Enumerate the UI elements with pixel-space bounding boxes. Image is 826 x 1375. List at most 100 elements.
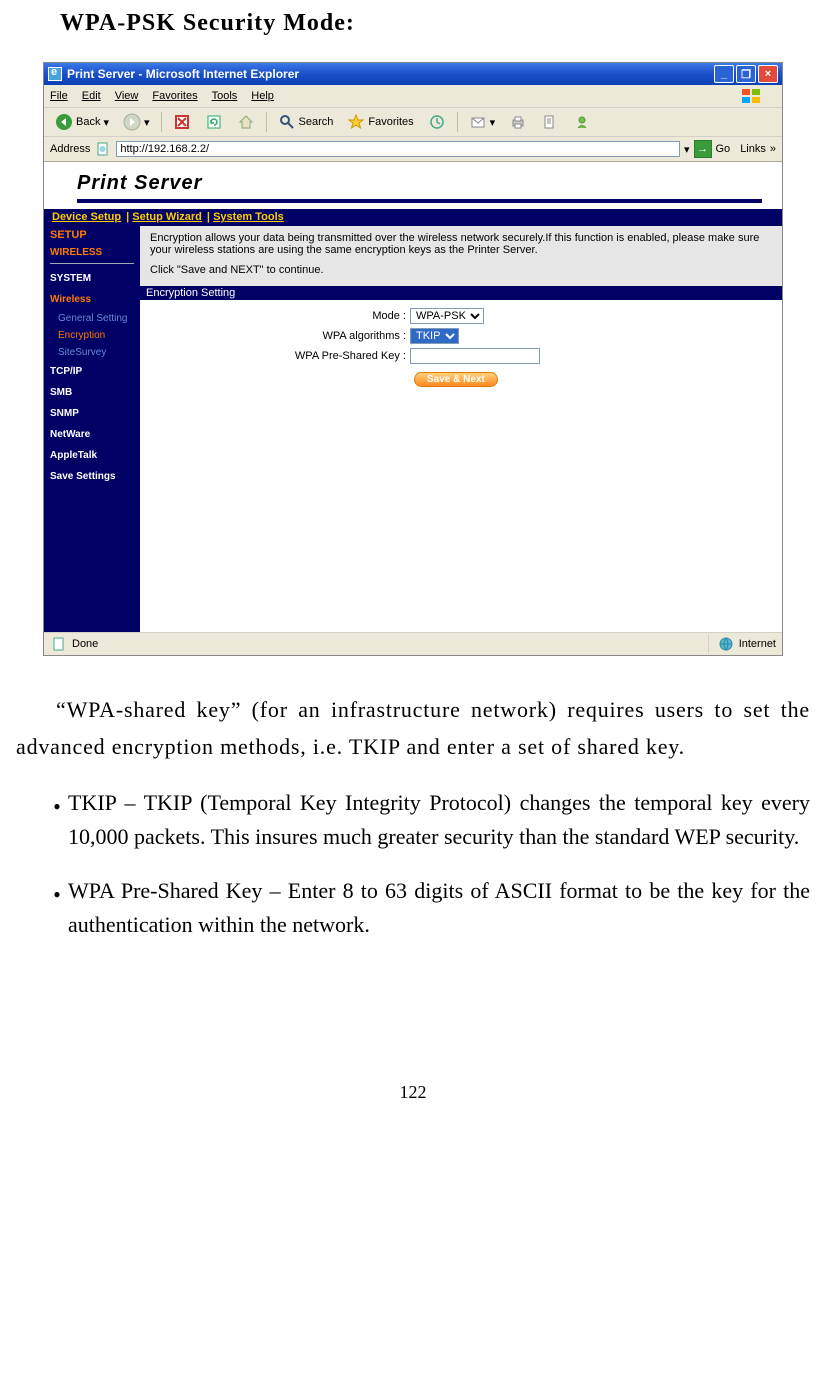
history-icon <box>428 113 446 131</box>
page-icon <box>94 140 112 158</box>
messenger-icon <box>573 113 591 131</box>
sidebar-wireless-encryption[interactable]: Encryption <box>44 327 140 344</box>
forward-icon <box>123 113 141 131</box>
menu-view[interactable]: View <box>115 90 139 102</box>
nav-toolbar: Back ▾ ▾ Search Favorites ▾ <box>44 108 782 137</box>
ps-description: Encryption allows your data being transm… <box>140 226 782 286</box>
favorites-button[interactable]: Favorites <box>342 111 418 133</box>
ie-icon <box>48 67 62 81</box>
page-number: 122 <box>10 1082 816 1103</box>
mail-dropdown-icon: ▾ <box>490 116 496 129</box>
forward-dropdown-icon: ▾ <box>144 116 150 129</box>
forward-button[interactable]: ▾ <box>118 111 155 133</box>
print-server-title: Print Server <box>77 172 762 195</box>
edit-icon <box>541 113 559 131</box>
zone-icon <box>717 635 735 653</box>
sidebar-appletalk[interactable]: AppleTalk <box>44 445 140 466</box>
address-dropdown-icon[interactable]: ▾ <box>684 143 690 156</box>
address-input[interactable] <box>116 141 680 157</box>
encryption-setting-header: Encryption Setting <box>140 286 782 300</box>
search-button[interactable]: Search <box>273 111 339 133</box>
titlebar: Print Server - Microsoft Internet Explor… <box>44 63 782 85</box>
bullet-dot: • <box>16 786 68 854</box>
sidebar-setup-sub: WIRELESS <box>44 244 140 261</box>
refresh-icon <box>205 113 223 131</box>
topnav-system-tools[interactable]: System Tools <box>213 211 284 223</box>
sidebar-tcpip[interactable]: TCP/IP <box>44 361 140 382</box>
windows-flag-icon <box>740 87 762 105</box>
minimize-button[interactable]: _ <box>714 65 734 83</box>
menu-help[interactable]: Help <box>251 90 274 102</box>
topnav-device-setup[interactable]: Device Setup <box>52 211 121 223</box>
menu-edit[interactable]: Edit <box>82 90 101 102</box>
links-label[interactable]: Links <box>740 143 766 155</box>
ps-sidebar: SETUP WIRELESS SYSTEM Wireless General S… <box>44 226 140 632</box>
sidebar-snmp[interactable]: SNMP <box>44 403 140 424</box>
desc-continue: Click "Save and NEXT" to continue. <box>150 264 772 276</box>
bullet-psk: • WPA Pre-Shared Key – Enter 8 to 63 dig… <box>16 874 810 942</box>
zone-label: Internet <box>739 638 776 650</box>
go-button[interactable]: → <box>694 140 712 158</box>
algo-label: WPA algorithms : <box>150 330 410 342</box>
print-button[interactable] <box>504 111 532 133</box>
address-bar: Address ▾ → Go Links » <box>44 137 782 162</box>
sidebar-setup: SETUP <box>44 226 140 244</box>
bullet-dot: • <box>16 874 68 942</box>
search-icon <box>278 113 296 131</box>
psk-label: WPA Pre-Shared Key : <box>150 350 410 362</box>
go-label: Go <box>716 143 731 155</box>
status-bar: Done Internet <box>44 632 782 655</box>
menubar: File Edit View Favorites Tools Help <box>44 85 782 108</box>
back-icon <box>55 113 73 131</box>
page-heading: WPA-PSK Security Mode: <box>60 10 816 37</box>
star-icon <box>347 113 365 131</box>
print-icon <box>509 113 527 131</box>
desc-text: Encryption allows your data being transm… <box>150 232 772 256</box>
edit-button[interactable] <box>536 111 564 133</box>
ps-header: Print Server <box>44 162 782 209</box>
bullet-tkip-text: TKIP – TKIP (Temporal Key Integrity Prot… <box>68 786 810 854</box>
refresh-button[interactable] <box>200 111 228 133</box>
bullet-psk-text: WPA Pre-Shared Key – Enter 8 to 63 digit… <box>68 874 810 942</box>
close-button[interactable]: × <box>758 65 778 83</box>
page-content: Print Server Device Setup | Setup Wizard… <box>44 162 782 632</box>
home-icon <box>237 113 255 131</box>
back-button[interactable]: Back ▾ <box>50 111 114 133</box>
sidebar-wireless-general[interactable]: General Setting <box>44 310 140 327</box>
status-page-icon <box>50 635 68 653</box>
bullet-tkip: • TKIP – TKIP (Temporal Key Integrity Pr… <box>16 786 810 854</box>
stop-button[interactable] <box>168 111 196 133</box>
mode-label: Mode : <box>150 310 410 322</box>
algo-select[interactable]: TKIP <box>410 328 459 344</box>
ps-main: Encryption allows your data being transm… <box>140 226 782 632</box>
ps-topnav: Device Setup | Setup Wizard | System Too… <box>44 209 782 226</box>
maximize-button[interactable]: ❐ <box>736 65 756 83</box>
sidebar-netware[interactable]: NetWare <box>44 424 140 445</box>
home-button[interactable] <box>232 111 260 133</box>
sidebar-smb[interactable]: SMB <box>44 382 140 403</box>
topnav-setup-wizard[interactable]: Setup Wizard <box>132 211 202 223</box>
sidebar-wireless[interactable]: Wireless <box>44 289 140 310</box>
favorites-label: Favorites <box>368 116 413 128</box>
back-label: Back <box>76 116 100 128</box>
history-button[interactable] <box>423 111 451 133</box>
sidebar-system[interactable]: SYSTEM <box>44 268 140 289</box>
psk-input[interactable] <box>410 348 540 364</box>
mode-select[interactable]: WPA-PSK <box>410 308 484 324</box>
sidebar-wireless-sitesurvey[interactable]: SiteSurvey <box>44 344 140 361</box>
mail-button[interactable]: ▾ <box>464 111 501 133</box>
explanation-paragraph: “WPA-shared key” (for an infrastructure … <box>16 691 810 766</box>
mail-icon <box>469 113 487 131</box>
status-text: Done <box>72 638 98 650</box>
messenger-button[interactable] <box>568 111 596 133</box>
menu-file[interactable]: File <box>50 90 68 102</box>
encryption-form: Mode : WPA-PSK WPA algorithms : TKIP WPA… <box>140 300 782 395</box>
menu-tools[interactable]: Tools <box>212 90 238 102</box>
save-next-button[interactable]: Save & Next <box>414 372 498 387</box>
links-expand-icon[interactable]: » <box>770 143 776 155</box>
menu-favorites[interactable]: Favorites <box>152 90 197 102</box>
address-label: Address <box>50 143 90 155</box>
sidebar-save-settings[interactable]: Save Settings <box>44 466 140 487</box>
back-dropdown-icon: ▾ <box>103 116 109 129</box>
stop-icon <box>173 113 191 131</box>
